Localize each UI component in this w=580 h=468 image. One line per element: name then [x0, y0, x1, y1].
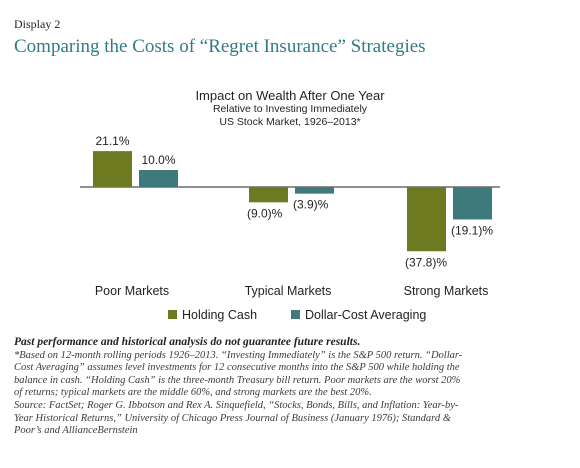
page-title: Comparing the Costs of “Regret Insurance… — [14, 36, 426, 57]
bar-dollar-cost-averaging-1 — [295, 187, 334, 194]
disclaimer: Past performance and historical analysis… — [14, 336, 361, 348]
footnote-line: of returns; typical markets are the midd… — [14, 387, 372, 399]
footnote-line: Cost Averaging” assumes level investment… — [14, 362, 460, 374]
category-label: Strong Markets — [404, 284, 489, 298]
legend-swatch — [291, 310, 300, 319]
legend-label: Holding Cash — [182, 308, 257, 322]
footnote-line: *Based on 12-month rolling periods 1926–… — [14, 349, 463, 361]
legend-label: Dollar-Cost Averaging — [305, 308, 426, 322]
chart-subtitle-line-1: Relative to Investing Immediately — [212, 103, 368, 115]
category-label: Poor Markets — [95, 284, 169, 298]
data-label: (9.0)% — [247, 206, 283, 220]
bar-holding-cash-0 — [93, 151, 132, 187]
data-label: (19.1)% — [451, 223, 493, 237]
bar-holding-cash-2 — [407, 187, 446, 252]
footnotes: Past performance and historical analysis… — [14, 336, 570, 438]
footnote-line: Poor’s and AllianceBernstein — [14, 425, 138, 437]
data-label: 21.1% — [95, 134, 129, 148]
bar-holding-cash-1 — [249, 187, 288, 203]
chart-title: Impact on Wealth After One Year — [195, 88, 385, 103]
chart-subtitle-line-2: US Stock Market, 1926–2013* — [219, 116, 361, 128]
bar-chart: 21.1% (9.0)% (37.8)% 10.0% (3.9)% (19.1)% Poor… — [80, 134, 500, 322]
footnote-line: Year Historical Returns,” University of … — [14, 412, 451, 424]
footnote-line: balance in cash. “Holding Cash” is the t… — [14, 374, 461, 386]
display-label: Display 2 — [14, 17, 61, 31]
data-label: (3.9)% — [293, 198, 329, 212]
legend-swatch — [168, 310, 177, 319]
data-label: 10.0% — [141, 153, 175, 167]
bar-dollar-cost-averaging-2 — [453, 187, 492, 220]
footnote-line: Source: FactSet; Roger G. Ibbotson and R… — [14, 399, 459, 411]
bar-dollar-cost-averaging-0 — [139, 170, 178, 187]
category-label: Typical Markets — [245, 284, 332, 298]
data-label: (37.8)% — [405, 255, 447, 269]
